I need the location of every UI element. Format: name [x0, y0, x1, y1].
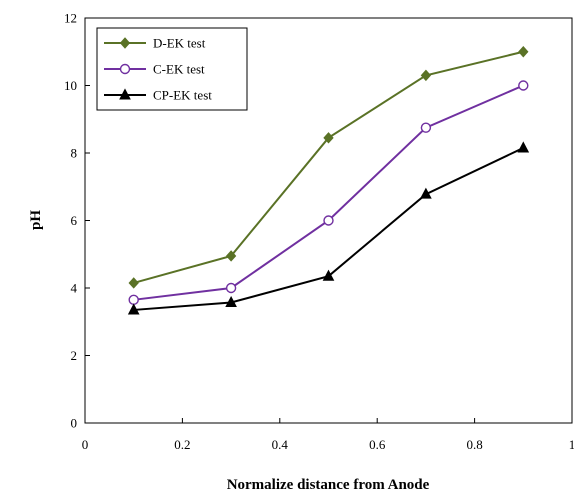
legend-marker-d-ek-test	[119, 37, 131, 49]
data-point-c-ek-test	[323, 215, 334, 226]
data-point-d-ek-test	[518, 46, 529, 58]
legend-label-cp-ek-test: CP-EK test	[153, 88, 212, 103]
y-tick-label: 12	[64, 11, 77, 26]
x-tick-label: 1	[569, 437, 574, 452]
data-point-d-ek-test	[128, 277, 139, 289]
legend-marker-c-ek-test	[119, 63, 131, 75]
series-cp-ek-test	[127, 141, 530, 315]
series-layer	[127, 46, 530, 315]
y-tick-label: 0	[71, 416, 78, 431]
x-axis-title: Normalize distance from Anode	[227, 477, 430, 493]
legend-label-d-ek-test: D-EK test	[153, 36, 206, 51]
data-point-d-ek-test	[323, 132, 334, 144]
data-point-d-ek-test	[225, 250, 237, 262]
x-tick-label: 0.2	[174, 437, 190, 452]
x-axis-ticks: 0 0.2 0.4 0.6 0.8 1	[82, 418, 574, 452]
data-point-cp-ek-test	[127, 303, 140, 315]
data-point-cp-ek-test	[420, 187, 432, 199]
data-point-c-ek-test	[518, 80, 529, 91]
x-tick-label: 0.6	[369, 437, 386, 452]
x-tick-label: 0.8	[466, 437, 482, 452]
legend-label-c-ek-test: C-EK test	[153, 62, 205, 77]
series-d-ek-test	[128, 46, 529, 289]
y-axis-ticks: 0 2 4 6 8 10 12	[64, 11, 90, 431]
data-point-cp-ek-test	[517, 141, 530, 153]
series-c-ek-test	[128, 80, 529, 306]
data-point-cp-ek-test	[225, 295, 237, 308]
data-point-c-ek-test	[128, 294, 139, 306]
data-point-d-ek-test	[420, 69, 432, 82]
legend-marker-cp-ek-test	[119, 88, 131, 100]
y-axis-title: pH	[28, 210, 44, 230]
y-tick-label: 10	[64, 78, 77, 93]
y-tick-label: 6	[71, 213, 78, 228]
y-tick-label: 4	[71, 281, 78, 296]
data-point-c-ek-test	[225, 282, 237, 294]
y-tick-label: 2	[71, 348, 78, 363]
data-point-cp-ek-test	[322, 269, 335, 281]
legend: D-EK test C-EK test CP-EK test	[96, 27, 248, 111]
x-tick-label: 0.4	[272, 437, 289, 452]
y-tick-label: 8	[71, 146, 78, 161]
data-point-c-ek-test	[420, 122, 432, 133]
x-tick-label: 0	[82, 437, 89, 452]
